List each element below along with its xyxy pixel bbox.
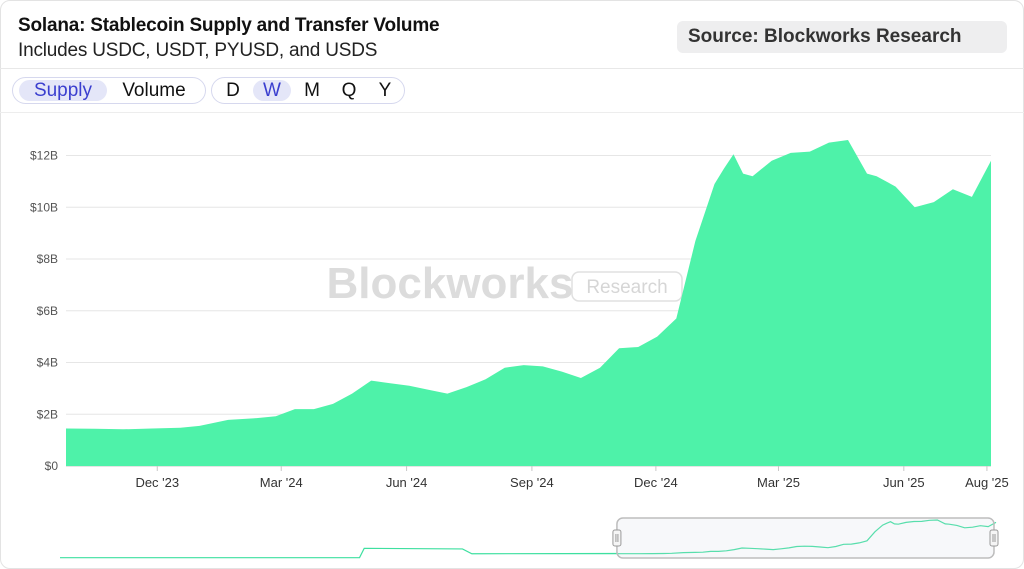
source-badge: Source: Blockworks Research [677,21,1007,53]
interval-w-button[interactable]: W [253,80,291,101]
tab-supply[interactable]: Supply [19,80,107,101]
interval-m-button[interactable]: M [304,80,320,101]
interval-toggle: D W M Q Y [211,77,405,104]
interval-q-button[interactable]: Q [341,80,357,101]
tab-volume[interactable]: Volume [122,80,186,101]
metric-toggle: Supply Volume [12,77,206,104]
interval-d-button[interactable]: D [226,80,240,101]
header-divider [0,68,1024,69]
controls-divider [0,112,1024,113]
chart-subtitle: Includes USDC, USDT, PYUSD, and USDS [18,40,378,61]
interval-y-button[interactable]: Y [378,80,392,101]
chart-title: Solana: Stablecoin Supply and Transfer V… [18,15,440,36]
